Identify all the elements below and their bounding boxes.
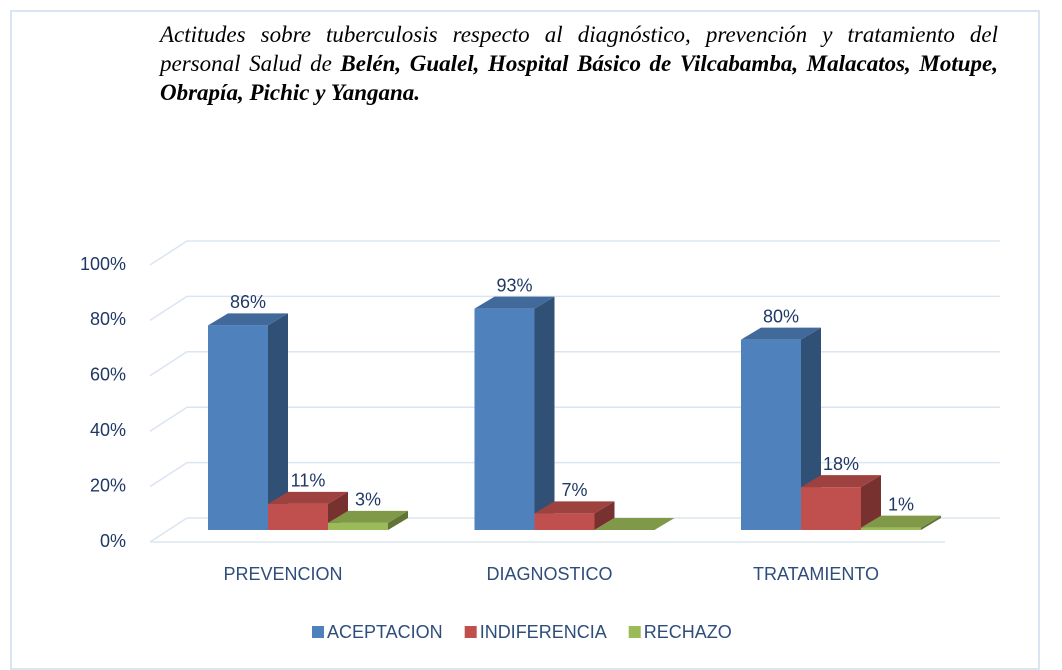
- bar-face: [328, 510, 408, 523]
- bar: [328, 510, 408, 530]
- y-tick-label: 0%: [100, 531, 126, 551]
- bar-face: [474, 308, 535, 530]
- data-label: 80%: [763, 306, 799, 326]
- y-tick-label: 40%: [90, 420, 126, 440]
- bar: [474, 296, 555, 530]
- grid-line: [149, 351, 1000, 377]
- grid-line: [149, 461, 1000, 488]
- bar-face: [208, 313, 288, 326]
- bar: [268, 491, 348, 530]
- legend-swatch: [312, 626, 324, 638]
- bar-face: [741, 339, 801, 530]
- bar-face: [534, 513, 595, 530]
- bar: [208, 313, 288, 530]
- legend-label: INDIFERENCIA: [480, 622, 607, 642]
- y-tick-label: 100%: [80, 254, 126, 274]
- bar-face: [474, 296, 555, 309]
- legend-label: RECHAZO: [644, 622, 732, 642]
- bar-face: [594, 518, 675, 530]
- chart-title: Actitudes sobre tuberculosis respecto al…: [160, 20, 998, 107]
- bar-face: [861, 475, 881, 530]
- bar-face: [741, 327, 821, 340]
- grid-line: [149, 517, 1000, 543]
- bar-face: [594, 501, 615, 530]
- bar: [534, 501, 615, 530]
- data-label: 11%: [291, 471, 326, 491]
- x-tick-label: DIAGNOSTICO: [486, 564, 612, 584]
- grid-line: [149, 295, 1000, 322]
- x-tick-label: TRATAMIENTO: [753, 564, 879, 584]
- bar: [861, 515, 941, 530]
- data-label: 1%: [888, 494, 914, 514]
- data-label: 86%: [230, 292, 266, 312]
- title-bold: Belén, Gualel, Hospital Básico de Vilcab…: [160, 51, 999, 105]
- legend-label: ACEPTACION: [327, 622, 443, 642]
- y-tick-label: 20%: [90, 475, 126, 495]
- legend-swatch: [628, 626, 641, 638]
- bar-face: [534, 501, 615, 514]
- bar-face: [801, 487, 861, 530]
- bar-face: [268, 491, 348, 504]
- title-text: Actitudes sobre tuberculosis respecto al…: [160, 22, 998, 76]
- data-label: 18%: [823, 454, 859, 474]
- bar-face: [268, 313, 288, 530]
- bar-face: [861, 527, 921, 530]
- bar-face: [208, 325, 268, 530]
- bar-face: [268, 503, 328, 530]
- bar-face: [388, 510, 408, 530]
- bar-face: [861, 515, 941, 528]
- bar-face: [921, 515, 941, 530]
- bar: [801, 475, 881, 530]
- grid-line: [149, 406, 1000, 432]
- legend-swatch: [464, 626, 477, 638]
- data-label: 7%: [561, 480, 587, 500]
- x-tick-label: PREVENCION: [223, 564, 342, 584]
- bar-face: [801, 475, 881, 488]
- grid-line: [149, 240, 1000, 266]
- data-label: 93%: [496, 275, 532, 295]
- y-tick-label: 60%: [90, 365, 126, 385]
- data-label: 3%: [355, 490, 381, 510]
- bar: [594, 518, 675, 530]
- bar-face: [328, 522, 388, 530]
- y-tick-label: 80%: [90, 309, 126, 329]
- bar-face: [534, 296, 555, 530]
